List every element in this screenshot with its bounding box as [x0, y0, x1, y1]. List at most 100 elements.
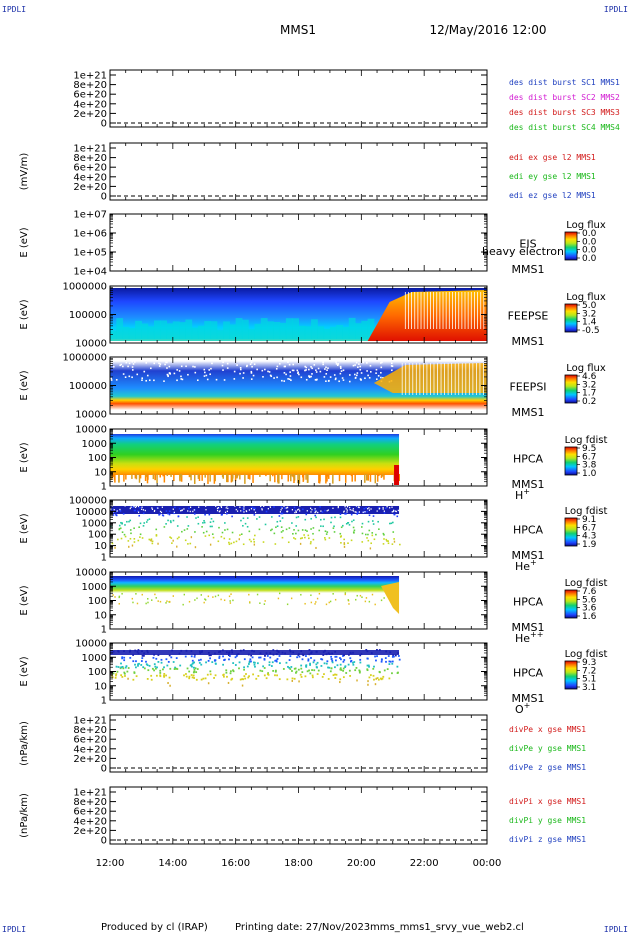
sparse-pixel — [263, 667, 266, 669]
sparse-pixel — [292, 532, 294, 535]
sparse-pixel — [274, 674, 276, 677]
sparse-pixel — [334, 377, 337, 380]
sparse-pixel — [230, 542, 233, 545]
sparse-pixel — [231, 531, 234, 534]
spectrogram-tail — [239, 474, 241, 480]
sparse-pixel — [396, 665, 399, 668]
sparse-pixel — [228, 595, 231, 598]
colorbar-value: 3.8 — [582, 461, 597, 471]
sparse-pixel — [365, 597, 368, 599]
sparse-pixel — [307, 658, 310, 661]
y-tick-label: 4e+20 — [73, 744, 107, 755]
sparse-pixel — [326, 531, 329, 533]
sparse-pixel — [146, 374, 149, 377]
spectrogram-tail — [350, 474, 353, 477]
colorbar-value: 0.0 — [582, 246, 597, 256]
sparse-pixel — [246, 665, 249, 668]
sparse-pixel — [278, 678, 281, 681]
sparse-pixel — [317, 367, 320, 370]
colorbar-value: 3.2 — [582, 380, 596, 390]
spectrogram-tail — [332, 474, 334, 484]
spectrogram-band — [361, 320, 369, 339]
sparse-pixel — [138, 662, 140, 665]
data-gap-pixel — [358, 511, 360, 513]
sparse-pixel — [171, 542, 173, 544]
legend-entry: edi ey gse l2 MMS1 — [509, 172, 596, 181]
sparse-pixel — [289, 371, 291, 373]
sparse-pixel — [205, 374, 208, 377]
sparse-pixel — [117, 666, 120, 668]
sparse-pixel — [132, 678, 135, 681]
spectrogram-band — [317, 326, 325, 339]
sparse-pixel — [335, 673, 338, 676]
sparse-pixel — [257, 675, 260, 677]
sparse-pixel — [165, 674, 167, 677]
sparse-pixel — [250, 378, 253, 380]
sparse-pixel — [133, 361, 136, 363]
sparse-pixel — [240, 519, 242, 522]
sparse-pixel — [297, 516, 300, 518]
colorbar-title: Log fdist — [565, 578, 608, 589]
sparse-pixel — [128, 375, 131, 378]
sparse-pixel — [298, 655, 301, 658]
sparse-pixel — [199, 658, 202, 661]
sparse-pixel — [289, 668, 292, 670]
sparse-pixel — [340, 526, 343, 529]
spectrogram-tail — [230, 474, 233, 483]
sparse-pixel — [297, 371, 299, 374]
sparse-pixel — [145, 362, 148, 364]
sparse-pixel — [110, 377, 113, 380]
sparse-pixel — [164, 363, 166, 366]
y-tick-label: 8e+20 — [73, 725, 107, 736]
data-gap-pixel — [243, 508, 245, 510]
sparse-pixel — [131, 597, 134, 600]
data-gap-pixel — [159, 510, 162, 513]
sparse-pixel — [345, 672, 348, 674]
sparse-pixel — [240, 533, 243, 536]
sparse-pixel — [391, 362, 393, 365]
sparse-pixel — [339, 657, 341, 659]
sparse-pixel — [371, 520, 374, 522]
sparse-pixel — [133, 538, 136, 540]
colorbar-value: 6.7 — [582, 452, 596, 462]
sparse-pixel — [254, 665, 256, 668]
y-axis-label: E (eV) — [19, 227, 30, 257]
sparse-pixel — [223, 675, 225, 678]
sparse-pixel — [392, 521, 394, 524]
sparse-pixel — [325, 533, 328, 535]
sparse-pixel — [356, 594, 358, 597]
sparse-pixel — [212, 520, 215, 523]
sparse-pixel — [246, 517, 249, 519]
sparse-pixel — [263, 674, 266, 677]
sparse-pixel — [239, 368, 242, 371]
spectrogram-band — [267, 321, 274, 339]
sparse-pixel — [387, 542, 390, 545]
sparse-pixel — [266, 655, 269, 657]
sparse-pixel — [192, 661, 195, 664]
legend-entry: des dist burst SC3 MMS3 — [509, 108, 620, 117]
sparse-pixel — [137, 539, 140, 542]
data-gap-pixel — [349, 506, 351, 509]
sparse-pixel — [253, 661, 255, 664]
data-gap-pixel — [243, 511, 245, 513]
sparse-pixel — [197, 516, 199, 518]
sparse-pixel — [315, 379, 318, 381]
sparse-pixel — [176, 537, 179, 540]
sparse-pixel — [128, 545, 130, 548]
sparse-pixel — [339, 532, 342, 535]
sparse-pixel — [374, 603, 376, 606]
sparse-pixel — [350, 539, 353, 542]
sparse-pixel — [225, 669, 228, 672]
sparse-pixel — [110, 525, 112, 528]
sparse-pixel — [301, 529, 304, 531]
sparse-pixel — [371, 593, 374, 596]
sparse-pixel — [284, 507, 286, 509]
sparse-pixel — [232, 669, 234, 672]
sparse-pixel — [265, 510, 268, 513]
sparse-pixel — [132, 506, 134, 508]
spectrogram-tail — [226, 474, 229, 477]
sparse-pixel — [242, 524, 244, 527]
sparse-pixel — [382, 377, 384, 379]
sparse-pixel — [208, 369, 211, 371]
sparse-pixel — [294, 509, 296, 512]
